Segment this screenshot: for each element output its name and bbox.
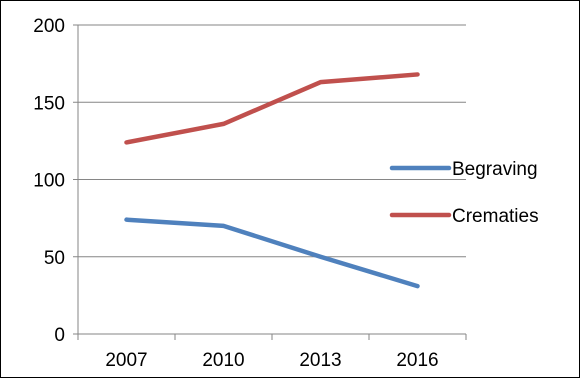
- y-tick-label-150: 150: [33, 93, 65, 114]
- y-tick-label-200: 200: [33, 16, 65, 37]
- series-line-crematies: [124, 72, 420, 145]
- y-tick-label-50: 50: [44, 248, 65, 269]
- x-tick-label-2016: 2016: [396, 350, 438, 371]
- y-tick-label-0: 0: [54, 325, 65, 346]
- x-tick-label-2010: 2010: [202, 350, 244, 371]
- y-tick-label-100: 100: [33, 171, 65, 192]
- x-tick-label-2013: 2013: [299, 350, 341, 371]
- legend-label-begraving: Begraving: [452, 159, 538, 180]
- x-tick-label-2007: 2007: [105, 350, 147, 371]
- legend-label-crematies: Crematies: [452, 206, 539, 227]
- series-line-begraving: [124, 217, 420, 289]
- y-tick-labels: 0 50 100 150 200: [33, 16, 78, 346]
- legend: Begraving Crematies: [389, 159, 539, 227]
- x-tick-labels: 2007 2010 2013 2016: [77, 334, 467, 371]
- series-lines: [124, 72, 420, 289]
